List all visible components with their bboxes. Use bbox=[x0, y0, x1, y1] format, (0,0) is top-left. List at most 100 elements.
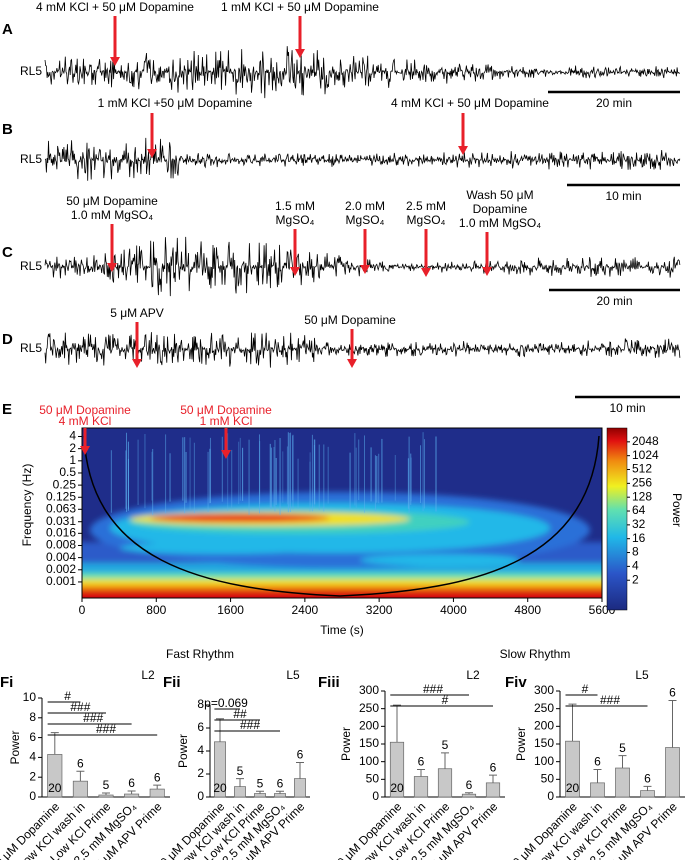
error-bar bbox=[296, 762, 304, 779]
annotation: MgSO₄ bbox=[407, 213, 446, 227]
n-label: 5 bbox=[103, 778, 110, 792]
bar bbox=[640, 790, 655, 798]
y-tick-label: 10 bbox=[23, 690, 37, 704]
y-axis-label: Power bbox=[514, 727, 528, 761]
x-tick-label: 800 bbox=[146, 603, 166, 617]
significance-label: ### bbox=[600, 693, 620, 707]
annotation: 1.5 mM bbox=[275, 199, 315, 213]
n-label: 6 bbox=[277, 776, 284, 790]
annotation: 50 μM Dopamine bbox=[39, 403, 131, 417]
significance-label: ### bbox=[423, 682, 443, 696]
y-tick-label: 150 bbox=[534, 736, 554, 750]
y-tick-label: 200 bbox=[359, 719, 379, 733]
significance-label: # bbox=[442, 693, 449, 707]
y-tick-label: 0.5 bbox=[59, 465, 76, 479]
trace bbox=[44, 332, 681, 368]
y-tick-label: 4 bbox=[29, 750, 36, 764]
y-tick-label: 0 bbox=[372, 789, 379, 803]
colorbar-tick-label: 64 bbox=[632, 503, 646, 517]
colorbar-tick-label: 16 bbox=[632, 531, 646, 545]
x-tick-label: 4000 bbox=[440, 603, 467, 617]
annotation: 1 mM KCl + 50 μM Dopamine bbox=[221, 0, 379, 14]
bar bbox=[294, 778, 306, 798]
arrow-head bbox=[295, 49, 305, 58]
y-tick-label: 0 bbox=[547, 789, 554, 803]
significance-label: p=0.069 bbox=[204, 696, 248, 710]
scale-bar-label: 20 min bbox=[596, 294, 632, 308]
panel-label: E bbox=[2, 401, 12, 418]
y-tick-label: 100 bbox=[534, 754, 554, 768]
panel-label: A bbox=[2, 21, 13, 38]
significance-label: ### bbox=[70, 700, 90, 714]
bar bbox=[149, 788, 165, 798]
colorbar-tick-label: 8 bbox=[632, 545, 639, 559]
y-tick-label: 4 bbox=[69, 429, 76, 443]
annotation: 50 μM Dopamine bbox=[180, 403, 272, 417]
energy-band bbox=[82, 590, 602, 598]
n-label: 20 bbox=[213, 781, 227, 795]
y-tick-label: 4 bbox=[197, 743, 204, 757]
n-label: 6 bbox=[669, 686, 676, 700]
arrow-head bbox=[110, 57, 120, 66]
annotation: 50 μM Dopamine bbox=[304, 313, 396, 327]
y-tick-label: 0.001 bbox=[46, 574, 76, 588]
annotation: 4 mM KCl + 50 μM Dopamine bbox=[391, 96, 549, 110]
y-tick-label: 200 bbox=[534, 719, 554, 733]
y-tick-label: 0.008 bbox=[46, 538, 76, 552]
annotation: MgSO₄ bbox=[346, 213, 385, 227]
annotation: 1.0 mM MgSO₄ bbox=[459, 216, 541, 230]
bar bbox=[461, 793, 477, 798]
y-tick-label: 250 bbox=[534, 701, 554, 715]
colorbar-tick-label: 128 bbox=[632, 489, 652, 503]
chart-subtitle: L5 bbox=[635, 668, 649, 682]
panel-label: Fiii bbox=[318, 674, 340, 691]
x-tick-label: 0 bbox=[79, 603, 86, 617]
y-tick-label: 0.004 bbox=[46, 550, 76, 564]
y-axis-label: Power bbox=[339, 727, 353, 761]
colorbar-tick-label: 512 bbox=[632, 462, 652, 476]
annotation: 4 mM KCl + 50 μM Dopamine bbox=[36, 0, 194, 14]
arrow-head bbox=[421, 268, 431, 277]
arrow-head bbox=[107, 263, 117, 272]
arrow-head bbox=[347, 359, 357, 368]
bar bbox=[437, 768, 453, 798]
bar bbox=[72, 780, 88, 798]
significance-label: ### bbox=[96, 722, 116, 736]
y-tick-label: 0.25 bbox=[53, 477, 77, 491]
x-axis-label: Time (s) bbox=[320, 623, 364, 637]
bar bbox=[98, 794, 114, 798]
y-tick-label: 8 bbox=[29, 710, 36, 724]
y-tick-label: 300 bbox=[534, 683, 554, 697]
error-bar bbox=[441, 752, 449, 769]
arrow-head bbox=[80, 446, 90, 455]
arrow-head bbox=[132, 359, 142, 368]
n-label: 6 bbox=[644, 772, 651, 786]
error-bar bbox=[489, 774, 497, 783]
bar bbox=[124, 793, 140, 798]
y-tick-label: 6 bbox=[29, 730, 36, 744]
annotation: 4 mM KCl bbox=[59, 414, 112, 428]
n-label: 6 bbox=[77, 756, 84, 770]
annotation: 50 μM Dopamine bbox=[66, 194, 158, 208]
error-bar bbox=[568, 703, 577, 742]
energy-blob bbox=[360, 554, 520, 566]
n-label: 20 bbox=[390, 781, 404, 795]
significance-label: ### bbox=[83, 711, 103, 725]
y-tick-label: 0 bbox=[197, 789, 204, 803]
significance-label: ## bbox=[233, 707, 247, 721]
y-tick-label: 100 bbox=[359, 754, 379, 768]
bar bbox=[615, 767, 630, 798]
n-label: 6 bbox=[490, 760, 497, 774]
n-label: 5 bbox=[237, 764, 244, 778]
channel-label: RL5 bbox=[20, 64, 42, 78]
n-label: 6 bbox=[418, 755, 425, 769]
bar bbox=[485, 782, 501, 798]
n-label: 5 bbox=[257, 776, 264, 790]
n-label: 6 bbox=[297, 748, 304, 762]
y-tick-label: 50 bbox=[541, 772, 555, 786]
colorbar-tick-label: 4 bbox=[632, 559, 639, 573]
significance-label: # bbox=[64, 689, 71, 703]
annotation: Wash 50 μM bbox=[466, 188, 533, 202]
colorbar-tick-label: 2 bbox=[632, 572, 639, 586]
y-axis-label: Frequency (Hz) bbox=[20, 464, 34, 547]
